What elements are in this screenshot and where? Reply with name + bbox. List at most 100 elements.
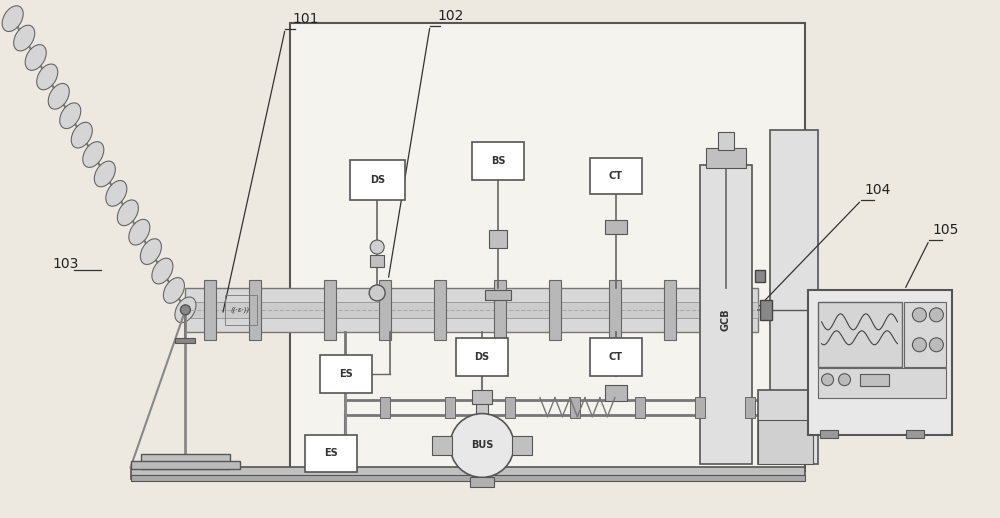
Text: DS: DS (474, 352, 490, 362)
Ellipse shape (129, 219, 150, 245)
Ellipse shape (71, 122, 92, 148)
Bar (370, 255, 384, 267)
Ellipse shape (175, 297, 196, 323)
Text: CT: CT (609, 171, 623, 181)
Bar (818, 302, 902, 367)
Bar (818, 368, 946, 398)
Ellipse shape (25, 45, 46, 70)
Circle shape (822, 373, 834, 386)
Ellipse shape (2, 6, 23, 32)
Circle shape (369, 285, 385, 301)
Bar (494, 280, 506, 340)
Bar (549, 280, 561, 340)
Bar (808, 290, 952, 435)
Bar (470, 478, 494, 487)
Bar (605, 220, 627, 234)
Bar (906, 429, 924, 438)
Bar (755, 270, 765, 282)
Bar (860, 373, 889, 386)
Bar (290, 23, 805, 471)
Bar (185, 302, 758, 318)
Bar (489, 230, 507, 248)
Bar (472, 390, 492, 404)
Text: ES: ES (324, 449, 338, 458)
Bar (635, 397, 645, 418)
Bar (505, 397, 515, 418)
Bar (476, 401, 488, 431)
Bar (664, 280, 676, 340)
Bar (305, 435, 357, 472)
Circle shape (929, 308, 943, 322)
Ellipse shape (83, 142, 104, 167)
Bar (760, 300, 772, 320)
Text: ES: ES (339, 369, 353, 379)
Text: BUS: BUS (471, 440, 493, 451)
Text: GCB: GCB (721, 309, 731, 331)
Ellipse shape (60, 103, 81, 128)
Bar (140, 454, 230, 469)
Bar (472, 142, 524, 180)
Text: 105: 105 (932, 223, 959, 237)
Bar (225, 295, 257, 325)
Text: DS: DS (370, 175, 385, 185)
Ellipse shape (140, 239, 161, 265)
Bar (380, 397, 390, 418)
Text: BS: BS (491, 156, 505, 166)
Bar (485, 290, 511, 300)
Bar (336, 438, 356, 445)
Ellipse shape (163, 278, 184, 304)
Circle shape (839, 373, 851, 386)
Bar (714, 280, 726, 340)
Bar (350, 160, 405, 200)
Ellipse shape (37, 64, 58, 90)
Bar (820, 429, 838, 438)
Bar (745, 397, 755, 418)
Bar (609, 280, 621, 340)
Bar (432, 436, 452, 455)
Bar (131, 467, 805, 479)
Bar (131, 476, 805, 481)
Circle shape (450, 413, 514, 478)
Circle shape (912, 338, 926, 352)
Bar (324, 280, 336, 340)
Bar (590, 338, 642, 376)
Bar (175, 338, 195, 343)
Bar (445, 397, 455, 418)
Bar (512, 436, 532, 455)
Ellipse shape (14, 25, 35, 51)
Text: 102: 102 (437, 9, 463, 23)
Bar (770, 131, 818, 465)
Bar (320, 355, 372, 393)
Bar (379, 280, 391, 340)
Bar (695, 397, 705, 418)
Ellipse shape (48, 83, 69, 109)
Ellipse shape (117, 200, 138, 226)
Text: 103: 103 (53, 257, 79, 271)
Circle shape (929, 338, 943, 352)
Bar (605, 385, 627, 400)
Circle shape (370, 240, 384, 254)
Text: 101: 101 (292, 11, 319, 25)
Bar (590, 159, 642, 194)
Text: ((·ε·)): ((·ε·)) (231, 307, 250, 313)
Bar (718, 132, 734, 150)
Ellipse shape (152, 258, 173, 284)
Bar (456, 338, 508, 376)
Bar (131, 462, 240, 469)
Bar (185, 288, 758, 332)
Text: 104: 104 (864, 183, 891, 197)
Bar (700, 165, 752, 465)
Bar (204, 280, 216, 340)
Bar (758, 420, 813, 465)
Bar (904, 302, 946, 367)
Text: CT: CT (609, 352, 623, 362)
Bar (249, 280, 261, 340)
Ellipse shape (94, 161, 115, 187)
Ellipse shape (106, 180, 127, 206)
Circle shape (180, 305, 190, 315)
Circle shape (912, 308, 926, 322)
Bar (570, 397, 580, 418)
Bar (706, 148, 746, 168)
Bar (434, 280, 446, 340)
Bar (758, 390, 813, 465)
